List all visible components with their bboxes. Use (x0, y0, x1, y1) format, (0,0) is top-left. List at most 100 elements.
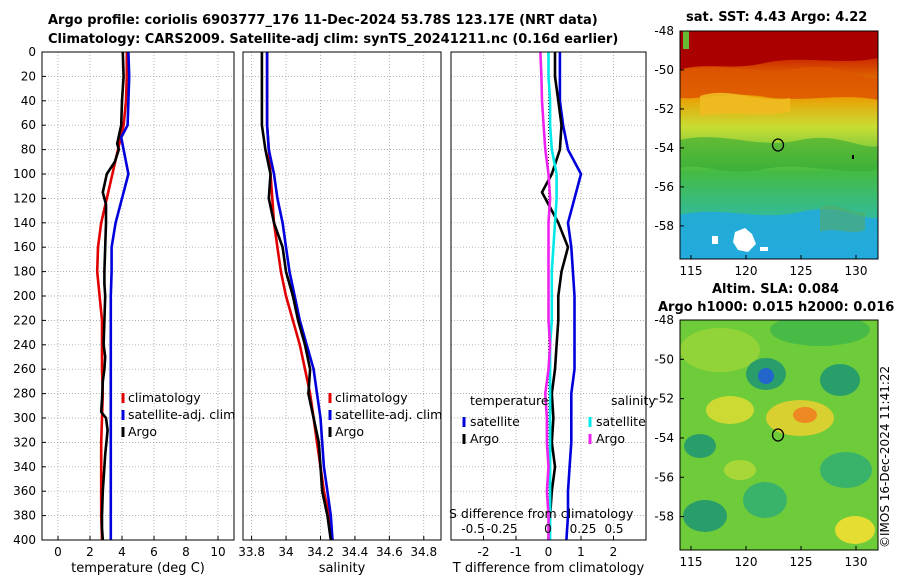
temperature-panel: 0204060801001201401601802002202402602803… (13, 45, 235, 576)
map-x-tick-label: 115 (680, 264, 703, 278)
x-tick-label: 6 (150, 545, 158, 559)
x-axis-label: salinity (319, 561, 366, 576)
x-tick-label: 2 (610, 545, 618, 559)
y-tick-label: 220 (13, 313, 36, 327)
legend-label: satellite (596, 414, 646, 429)
y-tick-label: 140 (13, 216, 36, 230)
x-tick-label: 34.2 (307, 545, 334, 559)
map-y-tick-label: -50 (654, 63, 674, 77)
x-tick-label: 1 (577, 545, 585, 559)
x-axis-label: temperature (deg C) (71, 561, 205, 576)
map-y-tick-label: -58 (654, 219, 674, 233)
y-tick-label: 120 (13, 191, 36, 205)
map-y-tick-label: -58 (654, 510, 674, 524)
sst-argo-marker (771, 138, 785, 152)
sla-map-title-line1: Altim. SLA: 0.084 (712, 282, 839, 297)
top-axis-tick-label: -0.5 (461, 522, 484, 536)
series-line-temperature-satellite (558, 52, 583, 541)
legend-label: Argo (128, 424, 157, 439)
y-tick-label: 40 (21, 94, 36, 108)
map-x-tick-label: 120 (735, 264, 758, 278)
x-tick-label: 34 (278, 545, 293, 559)
legend-label: climatology (335, 390, 408, 405)
map-x-tick-label: 120 (735, 555, 758, 569)
x-tick-label: 34.6 (376, 545, 403, 559)
panel-frame (450, 51, 647, 541)
y-tick-label: 300 (13, 411, 36, 425)
top-axis-tick-label: -0.25 (486, 522, 517, 536)
map-x-tick-label: 125 (790, 555, 813, 569)
x-tick-label: 2 (86, 545, 94, 559)
x-tick-label: 34.8 (410, 545, 437, 559)
map-x-tick-label: 130 (845, 264, 868, 278)
x-tick-label: 0 (54, 545, 62, 559)
series-line-temperature-argo (540, 52, 570, 541)
y-tick-label: 0 (28, 45, 36, 59)
x-tick-label: 8 (182, 545, 190, 559)
map-y-tick-label: -56 (654, 470, 674, 484)
map-y-tick-label: -54 (654, 141, 674, 155)
legend-title-temperature: temperature (470, 393, 549, 408)
y-tick-label: 380 (13, 509, 36, 523)
series-line-salinity-satellite (547, 52, 558, 540)
legend-label: satellite-adj. clim (128, 407, 235, 422)
map-x-tick-label: 115 (680, 555, 703, 569)
x-tick-label: 4 (118, 545, 126, 559)
legend-label: satellite-adj. clim (335, 407, 442, 422)
legend-label: Argo (470, 431, 499, 446)
y-tick-label: 80 (21, 143, 36, 157)
panel-frame (41, 51, 235, 541)
series-line-salinity-argo (539, 51, 552, 540)
difference-panel: -2 -1 0 1 2 T difference from climatology temp… (449, 51, 656, 576)
legend-label: Argo (596, 431, 625, 446)
y-tick-label: 400 (13, 533, 36, 547)
top-axis-tick-label: 0.5 (604, 522, 623, 536)
y-tick-label: 100 (13, 167, 36, 181)
map-x-tick-label: 125 (790, 264, 813, 278)
x-tick-label: -1 (510, 545, 522, 559)
map-y-tick-label: -54 (654, 431, 674, 445)
x-tick-label: 10 (210, 545, 225, 559)
legend-label: Argo (335, 424, 364, 439)
y-tick-label: 360 (13, 484, 36, 498)
map-y-tick-label: -52 (654, 102, 674, 116)
map-y-tick-label: -48 (654, 24, 674, 38)
x-axis-label: T difference from climatology (452, 561, 645, 576)
legend-label: satellite (470, 414, 520, 429)
series-line-satellite-adj-clim (109, 51, 131, 540)
legend-title-salinity: salinity (611, 393, 656, 408)
sla-argo-marker (771, 428, 785, 442)
series-line-climatology (95, 52, 129, 541)
salinity-panel: 33.8 34 34.2 34.4 34.6 34.8 salinity climatolog… (238, 51, 442, 576)
x-tick-label: -2 (478, 545, 490, 559)
sst-map: 115 120 125 130 -48 -50 -52 -54 -56 -58 (654, 24, 879, 278)
top-axis-tick-label: 0 (544, 522, 552, 536)
sst-map-title: sat. SST: 4.43 Argo: 4.22 (686, 10, 868, 25)
map-y-tick-label: -52 (654, 392, 674, 406)
y-tick-label: 60 (21, 118, 36, 132)
series-line-argo (260, 52, 333, 541)
panel-frame (242, 51, 442, 541)
map-y-tick-label: -48 (654, 313, 674, 327)
sst-field (680, 31, 878, 259)
legend-label: climatology (128, 390, 201, 405)
sla-map: 115 120 125 130 -48 -50 -52 -54 -56 -58 (654, 313, 879, 569)
x-tick-label: 34.4 (342, 545, 369, 559)
sla-map-title-line2: Argo h1000: 0.015 h2000: 0.016 (658, 300, 895, 315)
y-tick-label: 180 (13, 265, 36, 279)
y-tick-label: 200 (13, 289, 36, 303)
map-x-tick-label: 130 (845, 555, 868, 569)
top-axis-tick-label: 0.25 (570, 522, 597, 536)
series-line-satellite-adj-clim (265, 52, 334, 541)
map-y-tick-label: -50 (654, 352, 674, 366)
sla-field (680, 320, 878, 550)
y-tick-label: 280 (13, 387, 36, 401)
map-y-tick-label: -56 (654, 180, 674, 194)
figure-title-line2: Climatology: CARS2009. Satellite-adj cli… (48, 32, 619, 47)
y-tick-label: 320 (13, 435, 36, 449)
y-tick-label: 20 (21, 69, 36, 83)
series-line-argo (99, 51, 125, 541)
y-tick-label: 340 (13, 460, 36, 474)
y-tick-label: 240 (13, 338, 36, 352)
